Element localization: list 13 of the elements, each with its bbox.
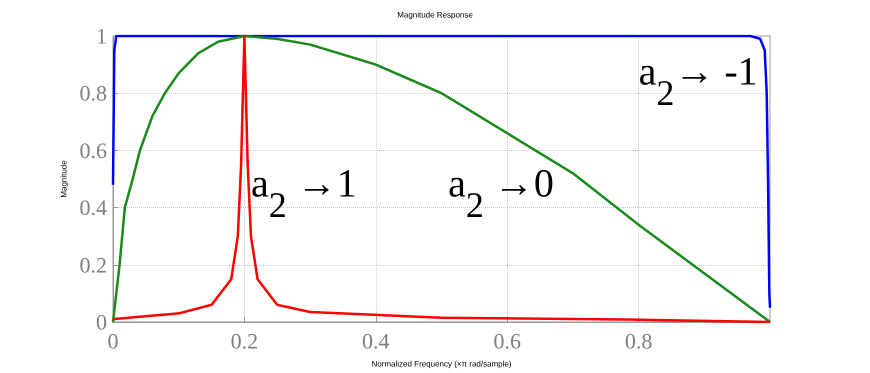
y-tick-label: 0.4 bbox=[80, 195, 107, 220]
y-tick-label: 1 bbox=[96, 24, 107, 48]
y-tick-label: 0.6 bbox=[80, 138, 107, 163]
x-tick-label: 0.8 bbox=[624, 328, 652, 354]
x-tick-label: 0.6 bbox=[493, 328, 521, 354]
x-axis-title: Normalized Frequency (×π rad/sample) bbox=[371, 360, 512, 368]
x-tick-label: 0.2 bbox=[230, 328, 258, 354]
chart-title: Magnitude Response bbox=[397, 10, 474, 20]
y-tick-label: 0 bbox=[96, 310, 107, 334]
y-tick-label: 0.8 bbox=[80, 80, 107, 106]
y-axis-title: Magnitude bbox=[60, 160, 68, 198]
x-tick-label: 0.4 bbox=[362, 328, 390, 354]
y-tick-label: 0.2 bbox=[80, 252, 107, 278]
